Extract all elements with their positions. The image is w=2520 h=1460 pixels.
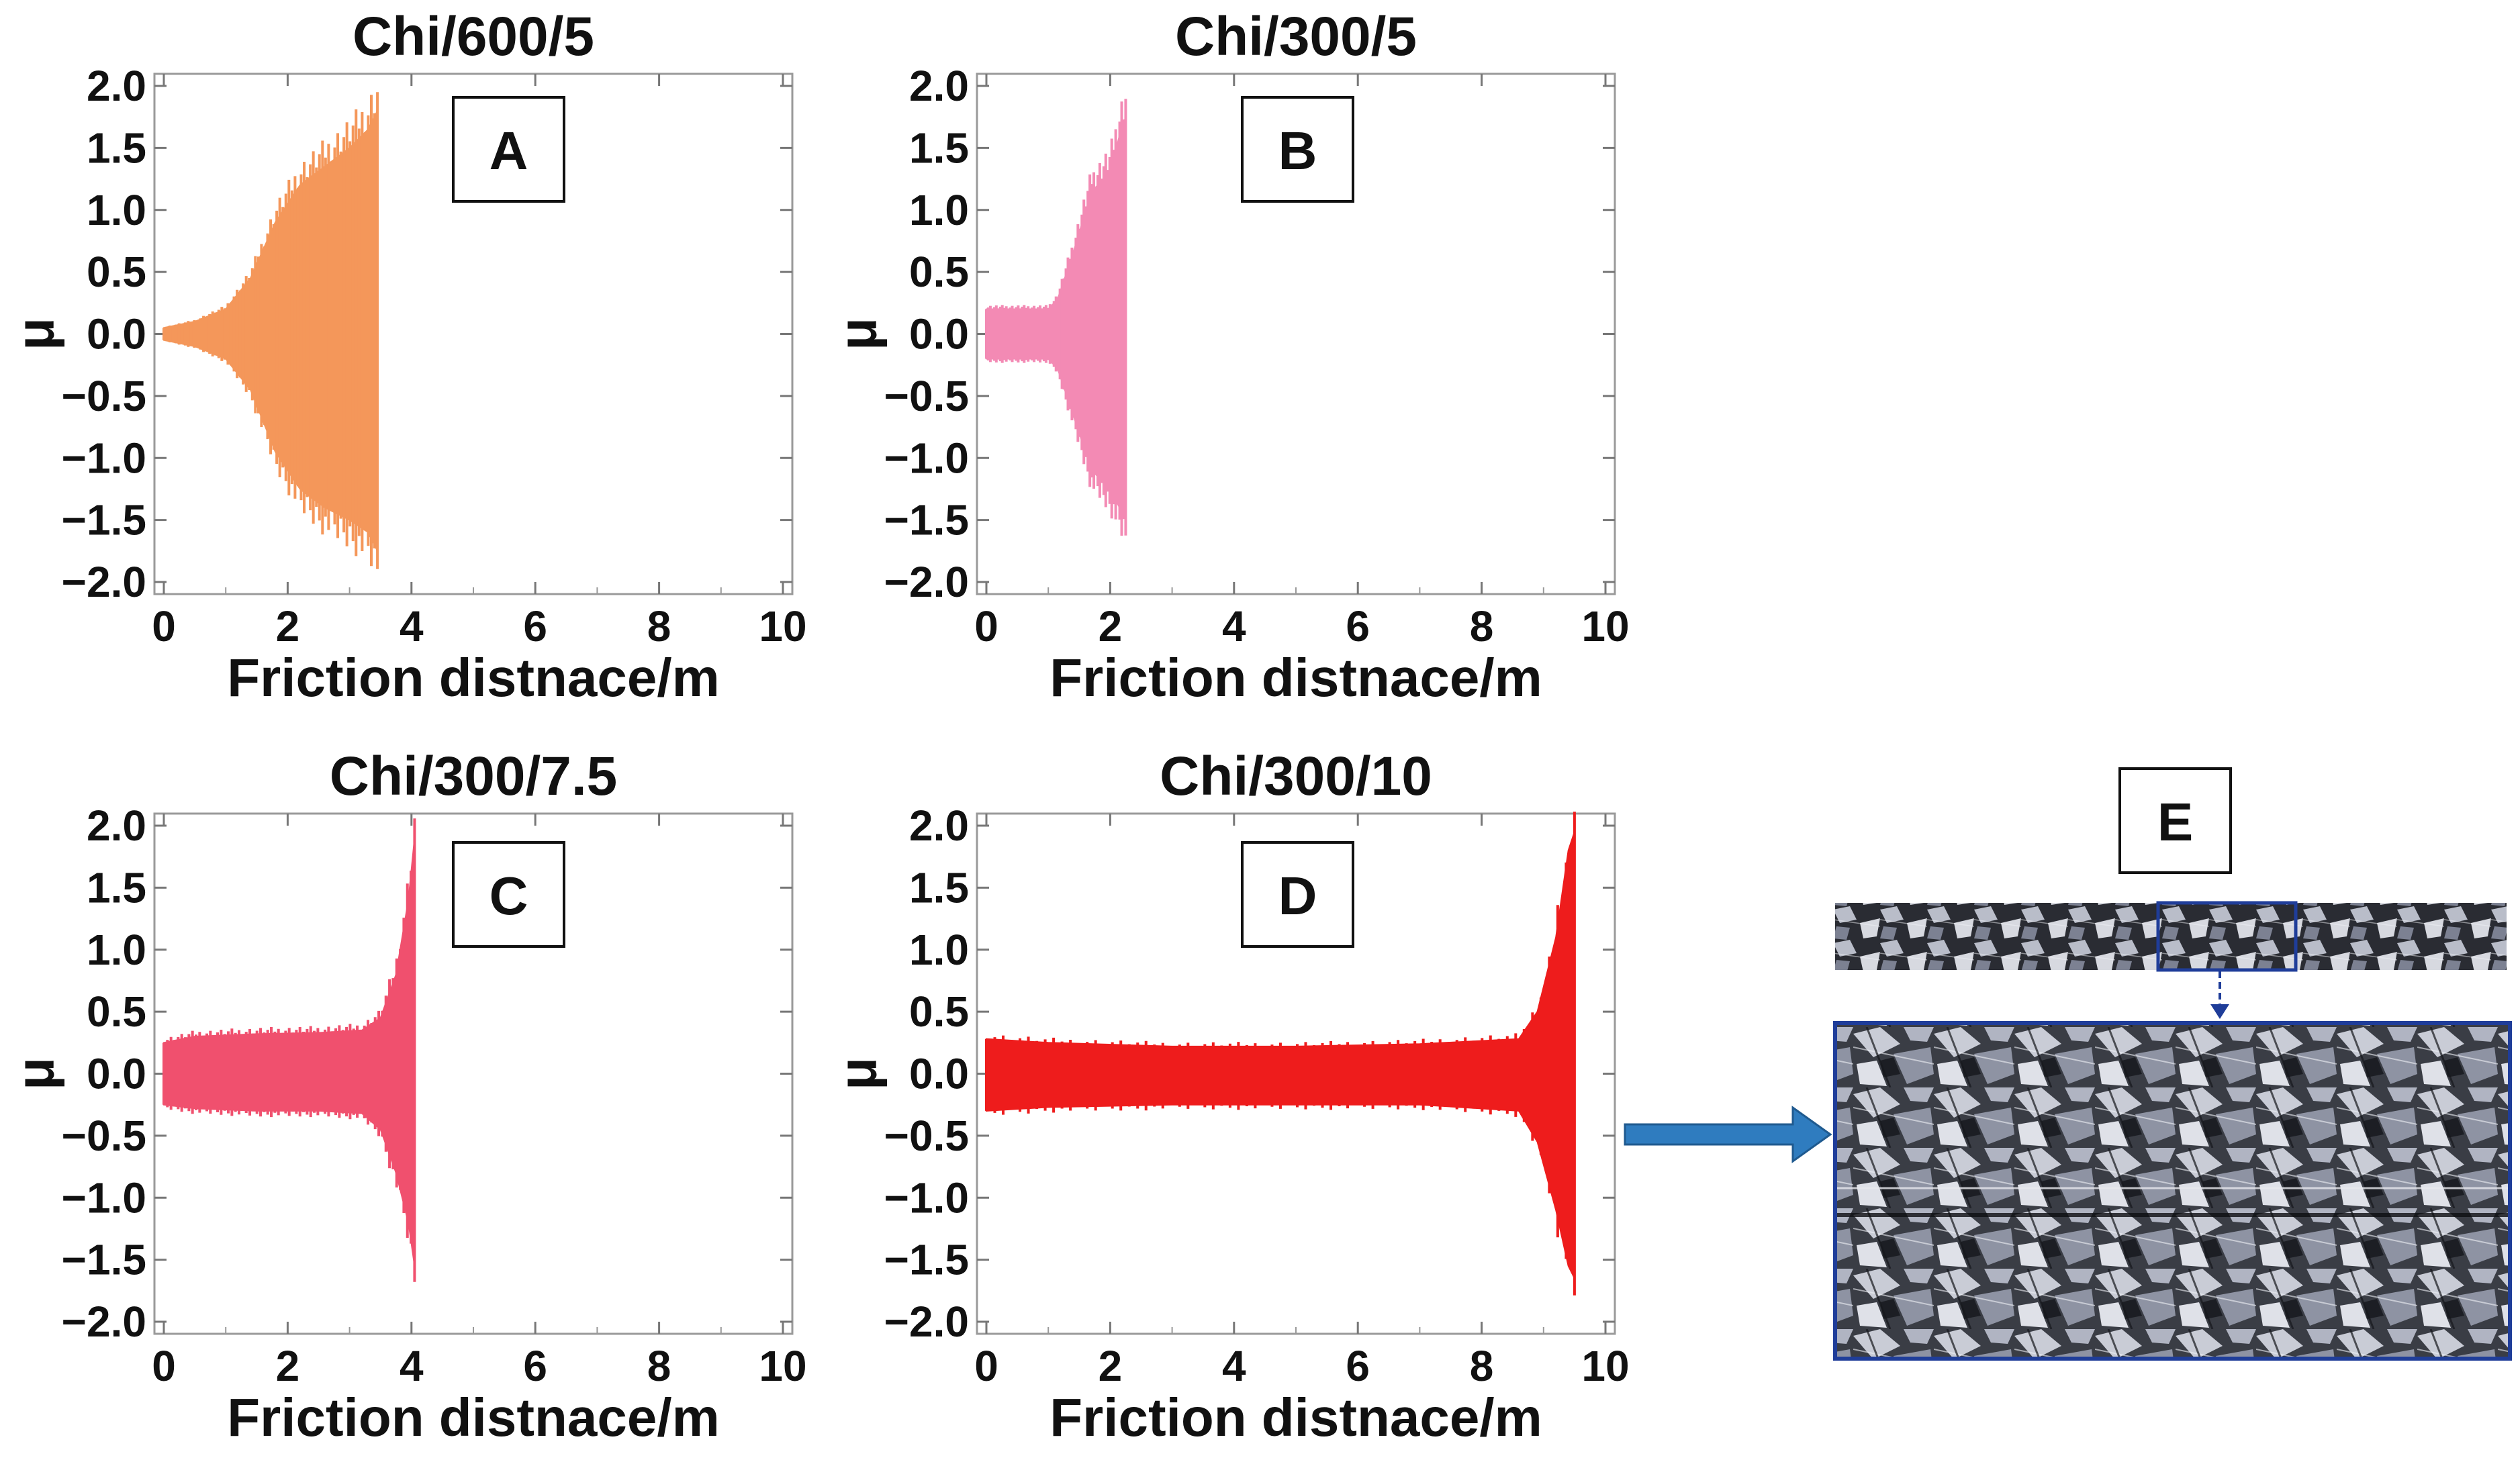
chart-panel-c: 2.0 1.5 1.0 0.5 0.0 −0.5 −1.0 −1.5 −2.00 2 4 6 8 10 Ch… xyxy=(5,746,807,1447)
micrograph-zoomed-image xyxy=(1835,1023,2510,1359)
x-tick-label: 8 xyxy=(1470,602,1494,650)
y-axis-label: μ xyxy=(828,318,888,350)
chart-title: Chi/600/5 xyxy=(353,6,594,67)
x-tick-label: 4 xyxy=(1222,1342,1246,1390)
y-tick-label: −1.5 xyxy=(884,496,969,544)
y-tick-label: 0.5 xyxy=(87,248,146,296)
panel-label: B xyxy=(1278,121,1317,181)
x-tick-label: 0 xyxy=(152,602,176,650)
y-tick-label: −2.0 xyxy=(62,558,146,606)
x-tick-label: 0 xyxy=(152,1342,176,1390)
y-tick-label: 2.0 xyxy=(87,801,146,850)
y-tick-label: 0.0 xyxy=(909,310,969,358)
x-tick-label: 10 xyxy=(1581,602,1629,650)
y-tick-label: 2.0 xyxy=(909,801,969,850)
panel-e-label: E xyxy=(2157,792,2193,852)
panel-label: D xyxy=(1278,866,1317,926)
x-tick-label: 0 xyxy=(974,602,998,650)
chart-title: Chi/300/7.5 xyxy=(330,746,617,807)
chart-title: Chi/300/5 xyxy=(1175,6,1417,67)
y-tick-label: −2.0 xyxy=(62,1298,146,1346)
x-axis-label: Friction distnace/m xyxy=(227,1388,719,1447)
x-tick-label: 4 xyxy=(1222,602,1246,650)
y-tick-label: 0.0 xyxy=(87,310,146,358)
x-tick-label: 10 xyxy=(759,602,806,650)
y-tick-label: 1.0 xyxy=(909,926,969,974)
y-tick-label: 1.0 xyxy=(87,926,146,974)
chart-panels: 2.01.51.00.50.0−0.5−1.0−1.5−2.00 2 4 6 8 10Ch… xyxy=(5,6,1630,1447)
x-tick-label: 6 xyxy=(1346,1342,1370,1390)
y-tick-label: −1.0 xyxy=(884,1173,969,1222)
chart-title: Chi/300/10 xyxy=(1160,746,1432,807)
y-tick-label: −0.5 xyxy=(884,1112,969,1160)
x-tick-label: 6 xyxy=(523,602,547,650)
y-tick-label: 1.5 xyxy=(87,124,146,172)
x-axis-label: Friction distnace/m xyxy=(1049,1388,1542,1447)
chart-panel-a: 2.0 1.5 1.0 0.5 0.0 −0.5 −1.0 −1.5 −2.00 2 4 6 8 10 Ch… xyxy=(5,6,807,708)
x-tick-label: 8 xyxy=(647,1342,671,1390)
y-axis-label: μ xyxy=(5,1057,65,1090)
x-tick-label: 8 xyxy=(1470,1342,1494,1390)
y-tick-label: −1.0 xyxy=(62,1173,146,1222)
micrograph-selection-box xyxy=(2156,901,2298,972)
micrograph-strip xyxy=(1835,903,2507,970)
micrograph-zoomed-frame xyxy=(1833,1021,2512,1361)
y-tick-label: −0.5 xyxy=(62,1112,146,1160)
y-tick-label: −1.5 xyxy=(62,1236,146,1284)
y-tick-label: 2.0 xyxy=(87,62,146,110)
right-arrow-icon xyxy=(1624,1106,1832,1163)
y-tick-label: −0.5 xyxy=(884,372,969,420)
panel-label-box xyxy=(1241,841,1354,948)
y-tick-label: −2.0 xyxy=(884,558,969,606)
y-tick-label: −1.5 xyxy=(62,496,146,544)
y-tick-label: 1.0 xyxy=(87,186,146,234)
x-tick-label: 10 xyxy=(1581,1342,1629,1390)
micrograph-panel: E xyxy=(1624,767,2512,1361)
y-tick-label: −1.0 xyxy=(62,434,146,482)
x-tick-label: 10 xyxy=(759,1342,806,1390)
y-tick-label: 0.0 xyxy=(87,1050,146,1098)
x-tick-label: 2 xyxy=(1099,602,1123,650)
y-axis-label: μ xyxy=(5,318,65,350)
x-tick-label: 2 xyxy=(1099,1342,1123,1390)
y-tick-label: 0.5 xyxy=(909,248,969,296)
y-tick-label: 2.0 xyxy=(909,62,969,110)
y-tick-label: −1.0 xyxy=(884,434,969,482)
y-tick-label: 0.5 xyxy=(909,987,969,1036)
y-tick-label: 1.5 xyxy=(909,124,969,172)
x-tick-label: 2 xyxy=(276,1342,300,1390)
panel-label: A xyxy=(489,121,528,181)
y-tick-label: 1.5 xyxy=(909,863,969,912)
y-tick-label: 1.0 xyxy=(909,186,969,234)
x-tick-label: 2 xyxy=(276,602,300,650)
x-tick-label: 6 xyxy=(1346,602,1370,650)
y-tick-label: −1.5 xyxy=(884,1236,969,1284)
zoom-connector-arrowhead xyxy=(2210,1004,2229,1019)
chart-panel-b: 2.0 1.5 1.0 0.5 0.0 −0.5 −1.0 −1.5 −2.00 2 4 6 8 10 Ch… xyxy=(828,6,1630,708)
x-tick-label: 4 xyxy=(400,1342,424,1390)
x-axis-label: Friction distnace/m xyxy=(227,648,719,708)
y-tick-label: 0.5 xyxy=(87,987,146,1036)
x-tick-label: 0 xyxy=(974,1342,998,1390)
chart-panel-d: 2.0 1.5 1.0 0.5 0.0 −0.5 −1.0 −1.5 −2.00 2 4 6 8 10 Ch… xyxy=(828,746,1630,1447)
y-axis-label: μ xyxy=(828,1057,888,1090)
panel-label: C xyxy=(489,866,528,926)
panel-label-box xyxy=(452,96,565,203)
panel-e-label-box xyxy=(2118,767,2232,874)
y-tick-label: −0.5 xyxy=(62,372,146,420)
x-tick-label: 8 xyxy=(647,602,671,650)
y-tick-label: −2.0 xyxy=(884,1298,969,1346)
panel-label-box xyxy=(452,841,565,948)
panel-label-box xyxy=(1241,96,1354,203)
y-tick-label: 1.5 xyxy=(87,863,146,912)
x-tick-label: 6 xyxy=(523,1342,547,1390)
y-tick-label: 0.0 xyxy=(909,1050,969,1098)
x-axis-label: Friction distnace/m xyxy=(1049,648,1542,708)
x-tick-label: 4 xyxy=(400,602,424,650)
